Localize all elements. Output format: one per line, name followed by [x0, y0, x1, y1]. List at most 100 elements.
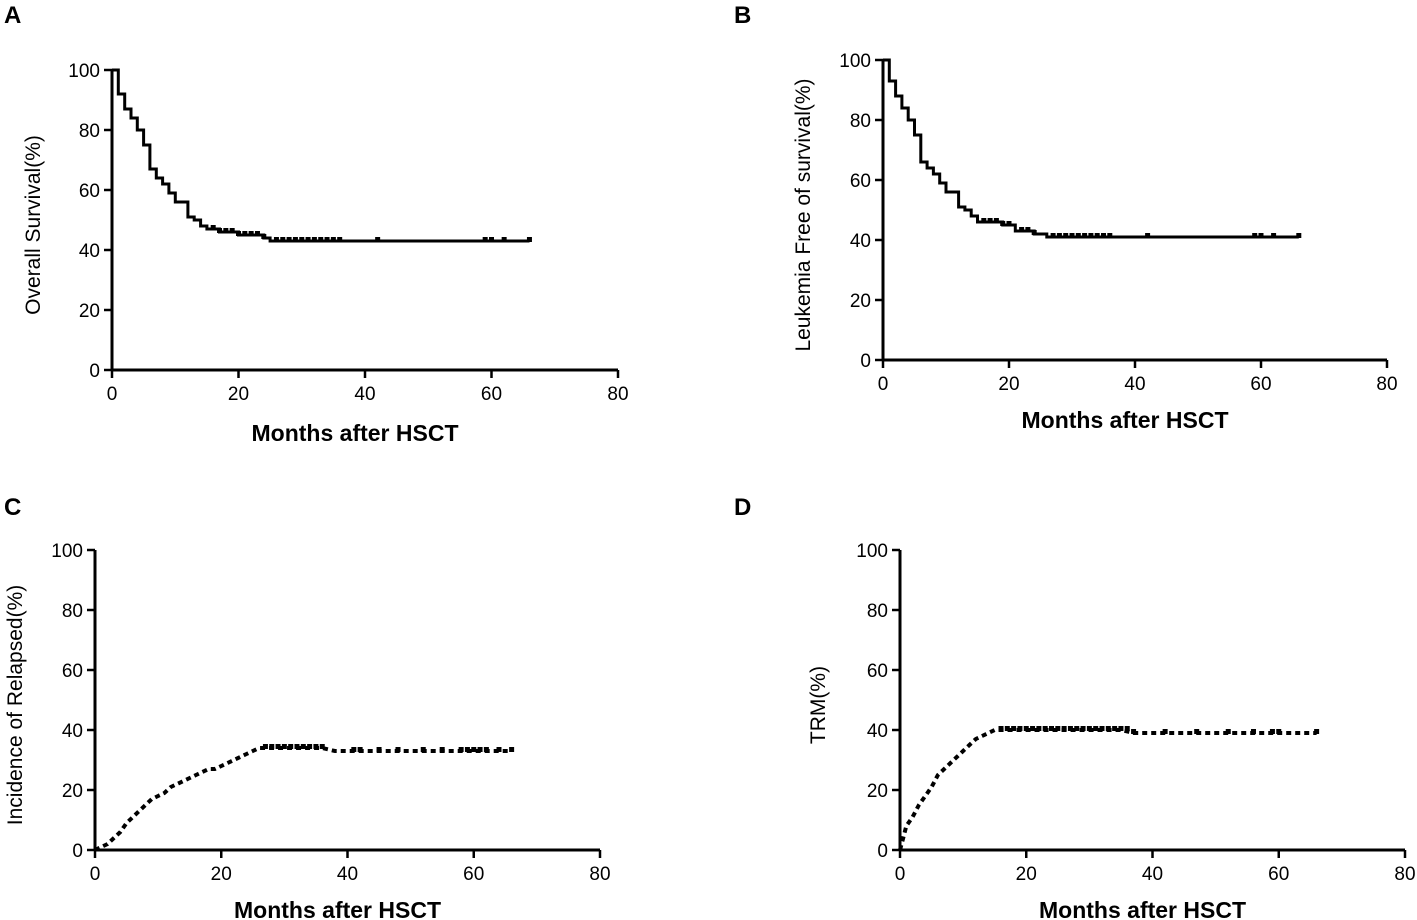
censor-mark-c-21: [496, 747, 502, 752]
censor-mark-b-18: [1145, 233, 1151, 238]
censor-mark-b-5: [1019, 227, 1025, 232]
censor-mark-d-16: [1099, 726, 1105, 731]
censor-mark-d-7: [1042, 726, 1048, 731]
x-tick-label-c-40: 40: [337, 864, 358, 885]
censor-mark-c-1: [269, 744, 275, 749]
censor-mark-c-14: [420, 747, 426, 752]
censor-mark-d-26: [1269, 729, 1275, 734]
x-tick-label-a-40: 40: [354, 384, 375, 405]
censor-mark-a-22: [489, 237, 494, 242]
y-tick-label-a-60: 60: [79, 181, 100, 202]
censor-mark-b-11: [1069, 233, 1075, 238]
y-tick-label-d-60: 60: [867, 661, 888, 682]
x-tick-label-a-0: 0: [107, 384, 118, 405]
y-tick-label-b-100: 100: [839, 51, 871, 72]
y-tick-label-a-40: 40: [79, 241, 100, 262]
y-axis-title-c: Incidence of Relapsed(%): [4, 585, 27, 825]
y-tick-label-c-0: 0: [72, 841, 83, 862]
censor-mark-a-15: [311, 237, 317, 242]
censor-mark-a-7: [254, 231, 260, 236]
y-tick-label-a-80: 80: [79, 121, 100, 142]
survival-curve-a: [112, 68, 530, 243]
panel-letter-c: C: [4, 494, 22, 521]
censor-mark-a-9: [273, 237, 279, 242]
panel-letter-a: A: [4, 2, 22, 29]
y-tick-label-c-40: 40: [62, 721, 83, 742]
censor-mark-d-19: [1118, 726, 1124, 731]
y-tick-label-b-80: 80: [850, 111, 871, 132]
censor-mark-c-7: [307, 744, 313, 749]
censor-mark-c-12: [376, 747, 382, 752]
x-tick-label-b-20: 20: [998, 374, 1019, 395]
y-tick-label-d-20: 20: [867, 781, 888, 802]
censor-mark-b-20: [1258, 233, 1264, 238]
chart-panel-a: 0 20 40 60 80 100 0 20 40 60 80 Months after HSCT Ov…: [22, 61, 629, 446]
y-tick-label-a-20: 20: [79, 301, 100, 322]
x-tick-label-c-60: 60: [463, 864, 484, 885]
censor-mark-c-2: [275, 744, 281, 749]
censor-mark-a-14: [305, 237, 311, 242]
censor-mark-b-22: [1296, 233, 1302, 238]
y-axis-title-d: TRM(%): [807, 666, 830, 744]
censor-mark-d-3: [1017, 726, 1023, 731]
censor-mark-a-13: [299, 237, 305, 242]
censor-mark-d-24: [1225, 729, 1231, 734]
censor-mark-c-10: [351, 747, 357, 752]
censor-mark-b-0: [981, 218, 987, 223]
x-tick-label-b-60: 60: [1250, 374, 1271, 395]
censor-mark-d-10: [1061, 726, 1067, 731]
x-tick-label-d-40: 40: [1142, 864, 1163, 885]
censor-mark-b-2: [993, 218, 999, 223]
censor-mark-d-14: [1086, 726, 1092, 731]
y-tick-label-d-40: 40: [867, 721, 888, 742]
censor-mark-b-3: [1000, 221, 1006, 226]
censor-mark-b-13: [1082, 233, 1088, 238]
censor-mark-b-1: [987, 218, 993, 223]
censor-mark-b-6: [1025, 227, 1031, 232]
censor-mark-c-4: [288, 744, 294, 749]
y-tick-label-d-80: 80: [867, 601, 888, 622]
censor-mark-a-16: [318, 237, 324, 242]
censor-mark-b-7: [1031, 230, 1037, 235]
censor-mark-d-0: [998, 726, 1004, 731]
x-tick-label-b-0: 0: [878, 374, 889, 395]
y-tick-label-c-80: 80: [62, 601, 83, 622]
censor-mark-d-11: [1067, 726, 1073, 731]
y-tick-label-c-20: 20: [62, 781, 83, 802]
y-tick-label-c-60: 60: [62, 661, 83, 682]
censor-mark-b-14: [1088, 233, 1094, 238]
censor-mark-d-28: [1314, 729, 1320, 734]
censor-mark-b-12: [1075, 233, 1081, 238]
y-tick-label-b-40: 40: [850, 231, 871, 252]
y-axis-title-a: Overall Survival(%): [22, 135, 45, 315]
censor-mark-d-18: [1112, 726, 1118, 731]
censor-mark-d-1: [1004, 726, 1010, 731]
x-tick-label-d-80: 80: [1394, 864, 1415, 885]
x-axis-title-d: Months after HSCT: [1039, 897, 1246, 920]
y-tick-label-d-0: 0: [877, 841, 888, 862]
x-axis-title-c: Months after HSCT: [234, 897, 441, 920]
y-tick-label-c-100: 100: [51, 541, 83, 562]
panel-letter-b: B: [734, 2, 752, 29]
censor-mark-a-3: [229, 228, 235, 233]
censor-mark-c-18: [471, 747, 477, 752]
censor-mark-d-13: [1080, 726, 1086, 731]
censor-mark-d-22: [1162, 729, 1168, 734]
censor-mark-c-3: [281, 744, 287, 749]
censor-mark-b-19: [1252, 233, 1258, 238]
censor-mark-d-15: [1093, 726, 1099, 731]
censor-mark-a-8: [261, 234, 267, 239]
y-tick-label-b-0: 0: [860, 351, 871, 372]
censor-mark-c-20: [483, 747, 489, 752]
censor-mark-c-19: [477, 747, 483, 752]
censor-mark-d-21: [1131, 729, 1137, 734]
survival-curve-b: [883, 58, 1299, 239]
y-tick-label-b-60: 60: [850, 171, 871, 192]
x-tick-label-c-20: 20: [211, 864, 232, 885]
censor-mark-d-17: [1105, 726, 1111, 731]
censor-mark-d-12: [1074, 726, 1080, 731]
censor-mark-a-1: [217, 228, 223, 233]
censor-mark-c-13: [395, 747, 401, 752]
y-tick-label-a-100: 100: [68, 61, 100, 82]
